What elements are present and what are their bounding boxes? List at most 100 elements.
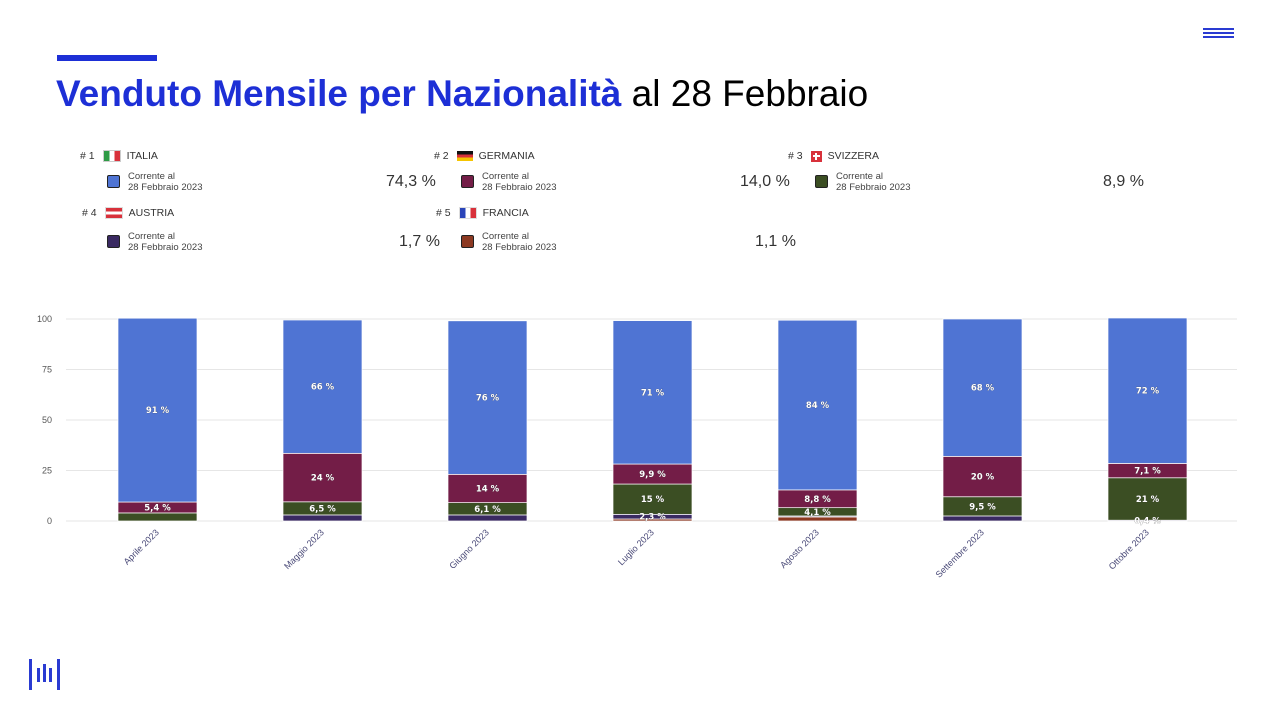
- legend-sub: Corrente al 28 Febbraio 2023: [482, 231, 557, 253]
- legend-swatch: [815, 175, 828, 188]
- bar-segment: [282, 501, 363, 516]
- bar-segment: [282, 319, 363, 454]
- legend-share: 14,0 %: [740, 173, 790, 190]
- legend-country: ITALIA: [126, 150, 158, 162]
- legend-sub: Corrente al 28 Febbraio 2023: [128, 231, 203, 253]
- bar-segment: [777, 516, 858, 522]
- bar-segment: [942, 318, 1023, 457]
- bar-segment: [777, 515, 858, 518]
- bar-segment: [117, 512, 198, 522]
- data-label: 9,5 %: [969, 502, 996, 512]
- bar-segment: [612, 463, 693, 485]
- legend-country: AUSTRIA: [128, 207, 175, 219]
- france-flag-icon: [458, 207, 477, 219]
- legend-swatch: [107, 235, 120, 248]
- legend-rank-line: # 3 SVIZZERA: [788, 150, 879, 162]
- legend-sub: Corrente al 28 Febbraio 2023: [836, 171, 911, 193]
- data-label: 6,5 %: [309, 504, 336, 514]
- data-label: 68 %: [971, 384, 995, 394]
- germany-flag-icon: [456, 151, 473, 161]
- data-label: 4,1 %: [804, 508, 831, 518]
- bar-segment: [942, 456, 1023, 498]
- y-tick-label: 0: [47, 516, 52, 526]
- bar-segment: [612, 518, 693, 522]
- data-label: 24 %: [311, 474, 335, 484]
- bar-segment: [117, 501, 198, 514]
- data-label: 7,1 %: [1134, 467, 1161, 477]
- x-tick-label: Settembre 2023: [934, 527, 986, 579]
- company-logo-icon: [29, 659, 60, 690]
- menu-icon[interactable]: [1203, 28, 1234, 40]
- x-tick-label: Maggio 2023: [282, 527, 326, 571]
- legend-sub: Corrente al 28 Febbraio 2023: [128, 171, 203, 193]
- legend-share: 8,9 %: [1103, 173, 1144, 190]
- legend-sub: Corrente al 28 Febbraio 2023: [482, 171, 557, 193]
- bar-segment: [447, 473, 528, 503]
- data-label: 66 %: [311, 383, 335, 393]
- legend-rank-line: # 2 GERMANIA: [434, 150, 535, 162]
- bar-segment: [447, 320, 528, 475]
- legend-share: 1,1 %: [755, 233, 796, 250]
- data-label: 72 %: [1136, 387, 1160, 397]
- data-label: 6,1 %: [474, 505, 501, 515]
- legend-rank-line: # 5 FRANCIA: [436, 207, 529, 219]
- bar-segment: [1107, 463, 1188, 479]
- legend-swatch: [107, 175, 120, 188]
- bar-segment: [282, 452, 363, 503]
- data-label: 84 %: [806, 401, 830, 411]
- bar-segment: [612, 513, 693, 520]
- legend-country: SVIZZERA: [827, 150, 879, 162]
- data-label: 9,9 %: [639, 470, 666, 480]
- data-label: 21 %: [1136, 495, 1160, 505]
- legend-country: GERMANIA: [478, 150, 535, 162]
- legend-share: 1,7 %: [399, 233, 440, 250]
- legend-rank: # 5: [436, 207, 451, 219]
- data-label: 5,4 %: [144, 503, 171, 513]
- austria-flag-icon: [104, 207, 123, 219]
- data-label: 76 %: [476, 394, 500, 404]
- data-label: 2,3 %: [639, 513, 666, 523]
- bar-segment: [612, 483, 693, 515]
- data-label: 20 %: [971, 473, 995, 483]
- y-tick-label: 25: [42, 466, 52, 476]
- data-label: 8,8 %: [804, 495, 831, 505]
- bar-segment: [447, 502, 528, 516]
- legend-rank-line: # 4 AUSTRIA: [82, 207, 174, 219]
- data-label: 14 %: [476, 484, 500, 494]
- bar-segment: [777, 489, 858, 509]
- legend-rank: # 4: [82, 207, 97, 219]
- x-tick-label: Aprile 2023: [122, 527, 161, 566]
- switzerland-flag-icon: [810, 150, 822, 162]
- title-accent-bar: [57, 55, 157, 61]
- legend-rank: # 3: [788, 150, 803, 162]
- y-tick-label: 75: [42, 365, 52, 375]
- legend-country: FRANCIA: [482, 207, 529, 219]
- bar-segment: [447, 514, 528, 522]
- x-tick-label: Giugno 2023: [447, 527, 491, 571]
- data-label: 91 %: [146, 406, 170, 416]
- legend-swatch: [461, 175, 474, 188]
- bar-segment: [1107, 519, 1188, 522]
- x-tick-label: Ottobre 2023: [1107, 527, 1151, 571]
- bar-segment: [777, 507, 858, 517]
- legend-swatch: [461, 235, 474, 248]
- bar-segment: [942, 496, 1023, 517]
- data-label: 0,4 %: [1134, 517, 1161, 527]
- legend-rank: # 2: [434, 150, 449, 162]
- bar-segment: [1107, 317, 1188, 464]
- x-tick-label: Luglio 2023: [616, 527, 656, 567]
- bar-segment: [942, 515, 1023, 522]
- y-tick-label: 50: [42, 415, 52, 425]
- legend-rank: # 1: [80, 150, 95, 162]
- bar-segment: [612, 320, 693, 465]
- bar-segment: [1107, 477, 1188, 521]
- page-title: Venduto Mensile per Nazionalità al 28 Fe…: [56, 72, 868, 116]
- title-rest: al 28 Febbraio: [631, 73, 869, 114]
- bar-segment: [117, 317, 198, 503]
- italy-flag-icon: [102, 150, 121, 162]
- legend-rank-line: # 1 ITALIA: [80, 150, 158, 162]
- bar-segment: [777, 319, 858, 491]
- x-tick-label: Agosto 2023: [778, 527, 821, 570]
- bar-segment: [282, 514, 363, 522]
- data-label: 15 %: [641, 495, 665, 505]
